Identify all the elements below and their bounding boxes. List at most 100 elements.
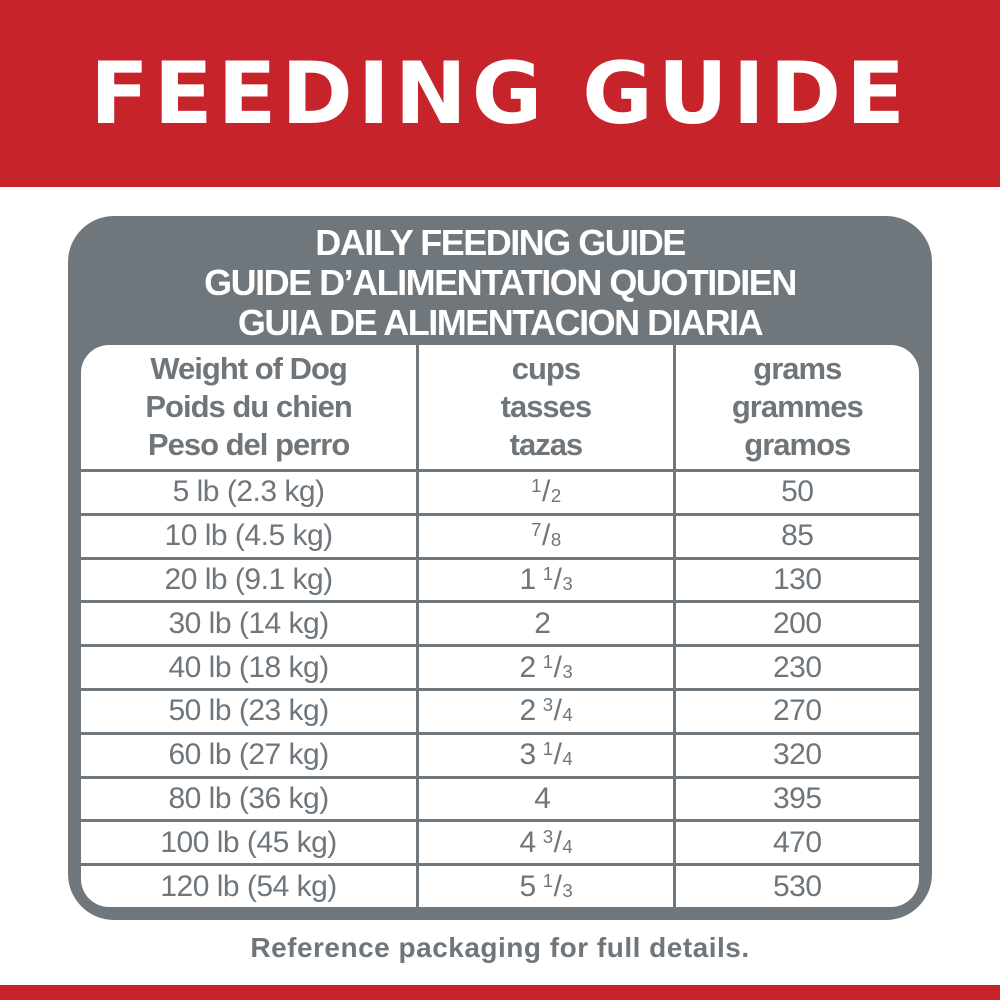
cups-cell: 2 3/4 bbox=[416, 690, 672, 732]
cups-fraction: 3/4 bbox=[543, 826, 573, 859]
grams-value: 200 bbox=[773, 606, 822, 640]
grams-value: 230 bbox=[773, 650, 822, 684]
weight-cell: 80 lb (36 kg) bbox=[81, 779, 416, 820]
cups-cell: 1/2 bbox=[416, 472, 672, 513]
fraction-denominator: 3 bbox=[562, 879, 573, 901]
grams-cell: 270 bbox=[672, 690, 919, 732]
fraction-numerator: 3 bbox=[542, 694, 553, 716]
grams-value: 270 bbox=[773, 694, 822, 728]
weight-value: 40 lb (18 kg) bbox=[168, 650, 329, 684]
fraction-denominator: 3 bbox=[562, 660, 573, 682]
fraction-numerator: 1 bbox=[542, 563, 553, 585]
weight-cell: 60 lb (27 kg) bbox=[81, 735, 416, 776]
cups-fraction: 1/3 bbox=[543, 651, 573, 684]
weight-value: 60 lb (27 kg) bbox=[168, 738, 329, 772]
grams-value: 395 bbox=[773, 781, 822, 815]
table-header-row: Weight of Dog Poids du chien Peso del pe… bbox=[81, 345, 919, 469]
cups-cell: 4 3/4 bbox=[416, 822, 672, 864]
fraction-denominator: 4 bbox=[562, 748, 573, 770]
cups-fraction: 3/4 bbox=[543, 694, 573, 727]
cups-cell: 7/8 bbox=[416, 515, 672, 557]
weight-value: 100 lb (45 kg) bbox=[160, 825, 337, 859]
grams-cell: 230 bbox=[672, 647, 919, 688]
cups-value: 7/8 bbox=[531, 519, 561, 552]
column-header-line: grams bbox=[753, 351, 842, 386]
cups-value: 5 1/3 bbox=[519, 869, 573, 903]
grams-cell: 395 bbox=[672, 778, 919, 820]
grams-cell: 320 bbox=[672, 734, 919, 776]
table-row: 40 lb (18 kg) 2 1/3 230 bbox=[81, 644, 919, 688]
fraction-numerator: 1 bbox=[531, 475, 541, 497]
cups-cell: 4 bbox=[416, 778, 672, 820]
fraction-numerator: 1 bbox=[542, 869, 553, 891]
grams-value: 50 bbox=[781, 475, 814, 509]
weight-value: 10 lb (4.5 kg) bbox=[164, 519, 334, 553]
cups-fraction: 1/3 bbox=[543, 870, 573, 903]
cups-fraction: 7/8 bbox=[531, 519, 561, 552]
column-header-line: tasses bbox=[500, 389, 593, 424]
bottom-red-strip bbox=[0, 985, 1000, 1000]
grams-value: 470 bbox=[773, 825, 822, 859]
grams-cell: 470 bbox=[672, 822, 919, 864]
feeding-guide-banner: FEEDING GUIDE bbox=[0, 0, 1000, 187]
fraction-denominator: 4 bbox=[562, 704, 573, 726]
fraction-numerator: 3 bbox=[542, 825, 553, 847]
weight-value: 30 lb (14 kg) bbox=[168, 606, 329, 640]
column-header-weight: Weight of Dog Poids du chien Peso del pe… bbox=[81, 345, 416, 469]
fraction-numerator: 1 bbox=[542, 738, 553, 760]
weight-cell: 40 lb (18 kg) bbox=[81, 647, 416, 688]
column-header-line: cups bbox=[511, 351, 581, 386]
fraction-slash: / bbox=[553, 650, 562, 684]
table-row: 80 lb (36 kg) 4 395 bbox=[81, 775, 919, 820]
fraction-slash: / bbox=[541, 519, 550, 553]
cups-cell: 5 1/3 bbox=[416, 866, 672, 907]
cups-whole: 1 bbox=[519, 562, 537, 596]
cups-value: 4 3/4 bbox=[519, 825, 573, 859]
fraction-denominator: 3 bbox=[562, 573, 573, 595]
grams-value: 130 bbox=[773, 562, 822, 596]
cups-cell: 1 1/3 bbox=[416, 559, 672, 601]
cups-value: 3 1/4 bbox=[520, 738, 573, 771]
cups-value: 4 bbox=[534, 783, 557, 814]
page-title: FEEDING GUIDE bbox=[90, 43, 910, 144]
weight-value: 80 lb (36 kg) bbox=[168, 781, 329, 815]
cups-fraction: 1/2 bbox=[531, 475, 561, 508]
table-row: 5 lb (2.3 kg) 1/2 50 bbox=[81, 469, 919, 513]
column-header-grams: grams grammes gramos bbox=[672, 345, 919, 469]
table-row: 20 lb (9.1 kg) 1 1/3 130 bbox=[81, 556, 919, 601]
panel-heading-line-spanish: GUIA DE ALIMENTACION DIARIA bbox=[237, 301, 764, 343]
grams-cell: 200 bbox=[672, 603, 919, 645]
fraction-slash: / bbox=[553, 738, 562, 772]
cups-fraction: 1/4 bbox=[543, 738, 573, 771]
cups-value: 2 1/3 bbox=[519, 650, 573, 684]
cups-whole: 2 bbox=[519, 694, 537, 728]
weight-cell: 50 lb (23 kg) bbox=[81, 691, 416, 732]
fraction-numerator: 1 bbox=[542, 650, 553, 672]
grams-value: 530 bbox=[773, 869, 822, 903]
fraction-numerator: 7 bbox=[531, 519, 541, 541]
weight-value: 120 lb (54 kg) bbox=[160, 869, 337, 903]
column-header-line: tazas bbox=[509, 427, 584, 462]
cups-whole: 4 bbox=[519, 825, 537, 859]
cups-whole: 5 bbox=[519, 869, 537, 903]
weight-cell: 5 lb (2.3 kg) bbox=[81, 472, 416, 513]
cups-fraction: 1/3 bbox=[543, 563, 573, 596]
feeding-table: Weight of Dog Poids du chien Peso del pe… bbox=[81, 345, 919, 907]
weight-cell: 120 lb (54 kg) bbox=[81, 866, 416, 907]
fraction-slash: / bbox=[553, 869, 562, 903]
cups-cell: 2 1/3 bbox=[416, 647, 672, 688]
fraction-slash: / bbox=[553, 694, 562, 728]
cups-whole: 2 bbox=[519, 650, 537, 684]
weight-cell: 30 lb (14 kg) bbox=[81, 603, 416, 644]
column-header-line: Weight of Dog bbox=[150, 351, 347, 386]
column-header-line: gramos bbox=[744, 427, 851, 462]
table-row: 50 lb (23 kg) 2 3/4 270 bbox=[81, 687, 919, 732]
grams-value: 85 bbox=[781, 519, 814, 553]
table-row: 10 lb (4.5 kg) 7/8 85 bbox=[81, 512, 919, 557]
table-row: 30 lb (14 kg) 2 200 bbox=[81, 600, 919, 645]
weight-value: 50 lb (23 kg) bbox=[168, 694, 329, 728]
panel-heading-line-english: DAILY FEEDING GUIDE bbox=[315, 221, 686, 263]
weight-value: 5 lb (2.3 kg) bbox=[172, 475, 325, 509]
grams-cell: 85 bbox=[672, 515, 919, 557]
